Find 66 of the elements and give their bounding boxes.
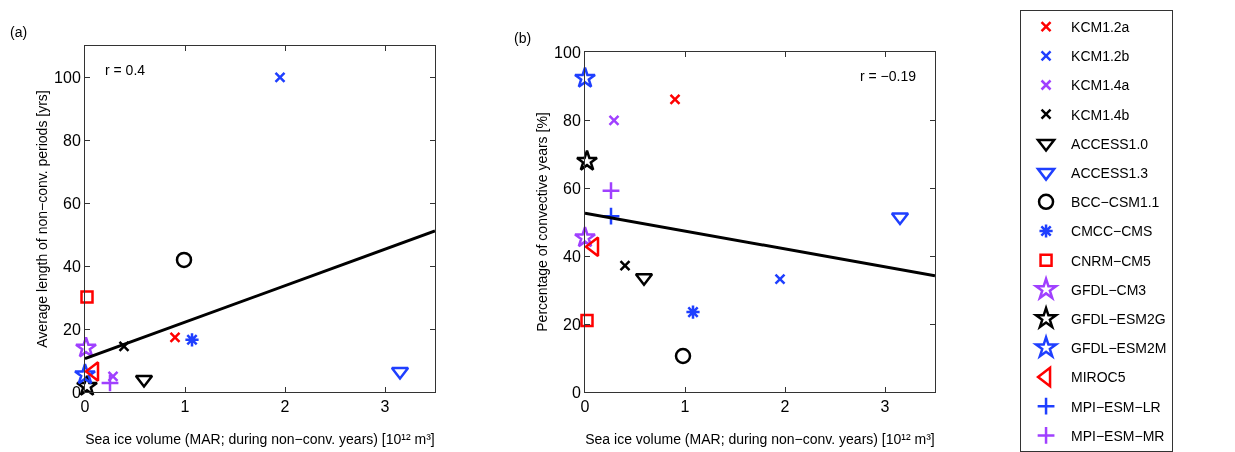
x-tick-label: 2 [280, 398, 290, 416]
y-tick-label: 40 [563, 247, 581, 265]
y-tick-label: 80 [563, 111, 581, 129]
legend-label: MPI−ESM−LR [1071, 398, 1161, 415]
x-axis-title: Sea ice volume (MAR; during non−conv. years) [10¹² m³] [85, 431, 435, 447]
point [584, 236, 600, 258]
point [175, 251, 193, 269]
point [134, 374, 154, 388]
point [107, 370, 119, 383]
x-tick-label: 2 [780, 398, 790, 416]
y-tick-label: 20 [563, 315, 581, 333]
point [619, 259, 631, 272]
point [80, 290, 94, 304]
point [575, 149, 599, 171]
point [169, 331, 181, 344]
x-axis-title: Sea ice volume (MAR; during non−conv. years) [10¹² m³] [585, 431, 935, 447]
point [274, 71, 286, 84]
point [84, 361, 100, 383]
point [73, 362, 97, 385]
point [608, 114, 620, 127]
legend-label: KCM1.4b [1071, 106, 1130, 123]
legend-label: GFDL−ESM2M [1071, 340, 1167, 357]
point [669, 93, 681, 106]
y-tick-label: 60 [563, 179, 581, 197]
y-tick-label: 60 [63, 194, 81, 212]
legend-label: KCM1.2b [1071, 48, 1130, 65]
point [573, 225, 597, 248]
legend-label: ACCESS1.0 [1071, 135, 1149, 152]
y-tick-label: 100 [54, 69, 81, 87]
legend-label: KCM1.2a [1071, 19, 1130, 36]
point [118, 340, 130, 353]
y-tick-label: 0 [71, 383, 81, 401]
annotation: r = 0.4 [105, 62, 146, 78]
point [774, 273, 786, 285]
point [580, 313, 594, 328]
legend-label: KCM1.4a [1071, 77, 1130, 94]
x-tick-label: 1 [180, 398, 190, 416]
point [184, 331, 200, 348]
legend-label: MIROC5 [1071, 369, 1126, 386]
y-tick-label: 80 [63, 131, 81, 149]
annotation: r = −0.19 [860, 68, 917, 84]
legend-label: ACCESS1.3 [1071, 165, 1149, 182]
y-axis-title: Percentage of convective years [%] [534, 112, 550, 332]
text: (a) [10, 24, 28, 40]
point [74, 336, 98, 358]
point [685, 304, 701, 320]
point [573, 66, 597, 88]
y-tick-label: 100 [554, 43, 581, 61]
point [674, 347, 692, 365]
legend-label: GFDL−CM3 [1071, 281, 1147, 298]
y-axis-title: Average length of non−conv. periods [yrs] [34, 90, 50, 348]
x-tick-label: 3 [880, 398, 890, 416]
legend-label: CNRM−CM5 [1071, 252, 1151, 269]
y-tick-label: 40 [63, 257, 81, 275]
x-tick-label: 1 [680, 398, 690, 416]
x-tick-label: 3 [380, 398, 390, 416]
y-tick-label: 20 [63, 320, 81, 338]
y-tick-label: 0 [571, 383, 581, 401]
point [601, 181, 621, 201]
point [390, 366, 410, 380]
legend-label: MPI−ESM−MR [1071, 427, 1165, 444]
legend-label: BCC−CSM1.1 [1071, 194, 1160, 211]
legend-label: GFDL−ESM2G [1071, 311, 1166, 328]
point [100, 373, 120, 393]
legend-label: CMCC−CMS [1071, 223, 1153, 240]
text: (b) [514, 30, 532, 46]
